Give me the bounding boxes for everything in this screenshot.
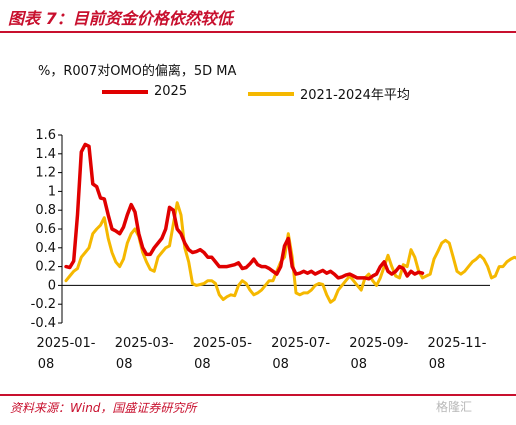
y-tick-label: 0.2 <box>35 260 56 275</box>
x-tick-label: 2025-07- <box>271 336 330 351</box>
y-tick-label: 0.6 <box>35 222 56 237</box>
y-tick-label: -0.4 <box>31 316 56 331</box>
x-tick-label-day: 08 <box>38 357 55 372</box>
legend-label-2025: 2025 <box>154 84 188 99</box>
x-tick-label: 2025-11- <box>427 336 486 351</box>
watermark-logo: 格隆汇 <box>436 400 473 414</box>
title-rule <box>0 31 516 33</box>
y-tick-label: -0.2 <box>31 297 56 312</box>
x-tick-label-day: 08 <box>194 357 211 372</box>
x-tick-label-day: 08 <box>429 357 446 372</box>
x-tick-label: 2025-01- <box>36 336 95 351</box>
legend-swatch-2025 <box>102 89 148 94</box>
x-tick-label-day: 08 <box>351 357 368 372</box>
legend-swatch-average <box>248 91 294 96</box>
y-tick-label: 1.4 <box>35 147 56 162</box>
legend-label-average: 2021-2024年平均 <box>300 88 410 103</box>
y-tick-label: 1 <box>48 184 56 199</box>
chart-legend: 2025 2021-2024年平均 <box>0 84 516 103</box>
x-tick-label: 2025-09- <box>349 336 408 351</box>
x-tick-label: 2025-03- <box>115 336 174 351</box>
y-tick-label: 1.2 <box>35 166 56 181</box>
source-rule <box>0 394 516 396</box>
x-tick-label: 2025-05- <box>193 336 252 351</box>
series-line-average <box>64 201 516 304</box>
y-tick-label: 0 <box>48 278 56 293</box>
x-tick-label-day: 08 <box>116 357 133 372</box>
y-tick-label: 1.6 <box>35 128 56 143</box>
figure-title: 图表 7：目前资金价格依然较低 <box>8 9 233 28</box>
y-tick-label: 0.8 <box>35 203 56 218</box>
source-note: 资料来源：Wind，国盛证券研究所 <box>10 401 197 415</box>
legend-item-2025: 2025 <box>102 84 187 99</box>
y-tick-label: 0.4 <box>35 241 56 256</box>
x-tick-label-day: 08 <box>272 357 289 372</box>
series-line-2025 <box>64 142 425 281</box>
legend-item-average: 2021-2024年平均 <box>248 84 410 103</box>
chart-subtitle: %，R007对OMO的偏离，5D MA <box>38 64 237 79</box>
